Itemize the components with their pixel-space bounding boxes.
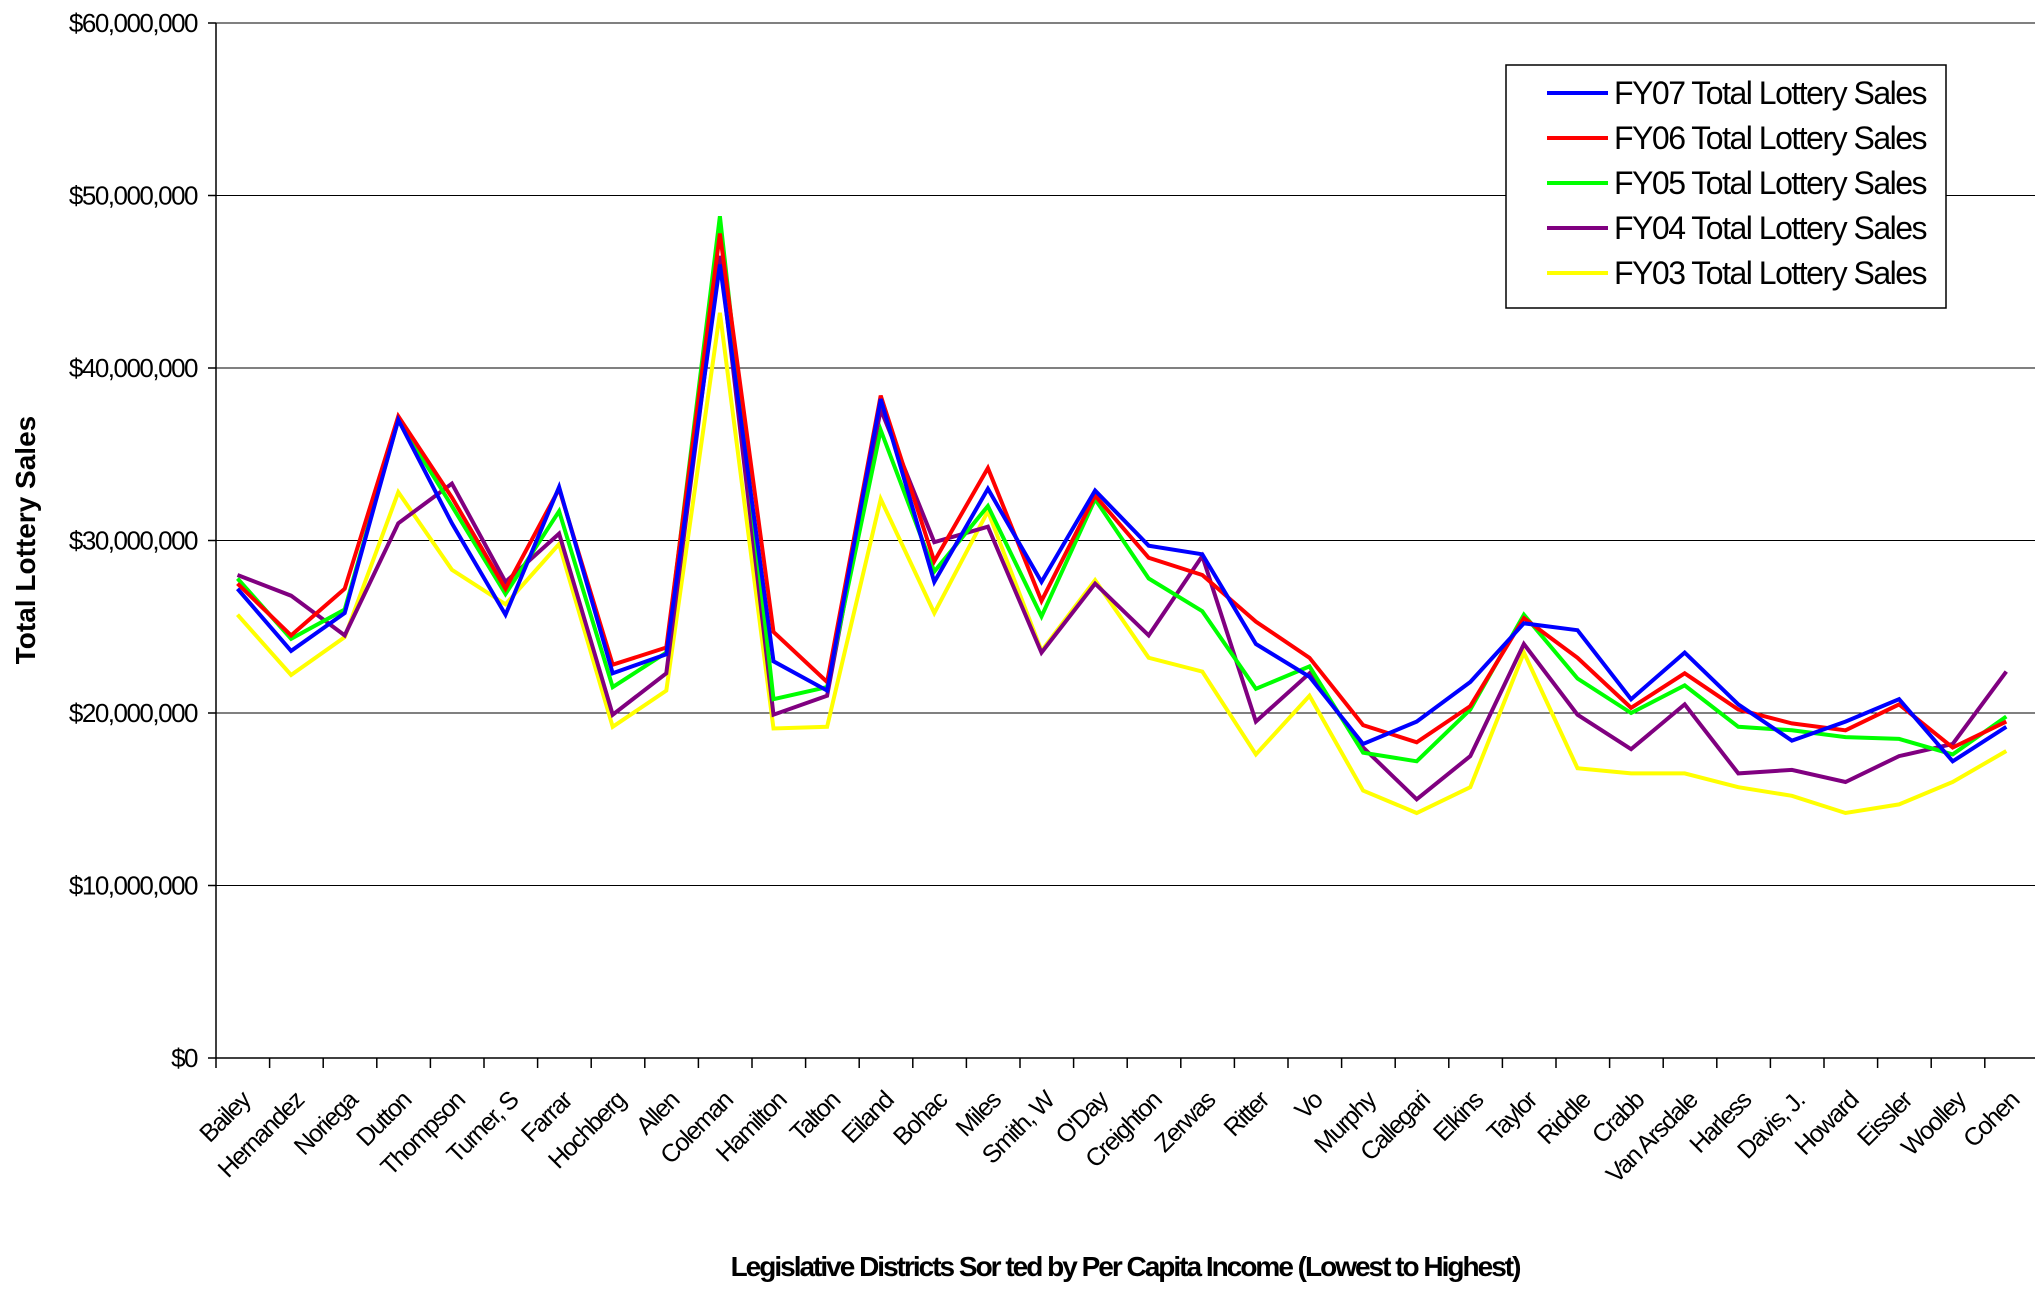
y-tick-label: $50,000,000 (69, 181, 198, 211)
x-tick-label: Elkins (1428, 1086, 1489, 1147)
x-tick-label: Zerwas (1149, 1086, 1221, 1158)
y-tick-label: $20,000,000 (69, 698, 198, 728)
x-tick-label: Bohac (888, 1086, 953, 1151)
y-axis-title: Total Lottery Sales (10, 416, 41, 664)
x-tick-label: Noriega (289, 1085, 364, 1160)
legend-label: FY06 Total Lottery Sales (1614, 120, 1927, 156)
series-line (236, 255, 2008, 802)
y-tick-label: $40,000,000 (69, 353, 198, 383)
y-tick-label: $60,000,000 (69, 8, 198, 38)
legend-label: FY05 Total Lottery Sales (1614, 165, 1927, 201)
series-line (235, 264, 2008, 764)
y-tick-label: $30,000,000 (69, 526, 198, 556)
x-tick-label: Vo (1289, 1086, 1328, 1125)
legend-label: FY03 Total Lottery Sales (1614, 255, 1927, 291)
legend-label: FY04 Total Lottery Sales (1614, 210, 1927, 246)
x-tick-label: Talton (785, 1086, 846, 1147)
series-line (236, 312, 2008, 816)
x-tick-labels: BaileyHernandezNoriegaDuttonThompsonTurn… (194, 1085, 2025, 1189)
y-tick-marks (208, 22, 216, 1059)
series-lines (235, 215, 2008, 816)
x-tick-label: Ritter (1218, 1086, 1275, 1143)
y-tick-label: $0 (171, 1043, 198, 1073)
x-tick-label: Eiland (836, 1086, 899, 1149)
x-axis-title: Legislative Districts Sor ted by Per Cap… (731, 1251, 1521, 1282)
legend-label: FY07 Total Lottery Sales (1614, 75, 1927, 111)
series-line (236, 233, 2008, 750)
x-tick-label: Taylor (1482, 1086, 1543, 1147)
y-tick-labels: $0 $10,000,000 $20,000,000 $30,000,000 $40,0… (69, 8, 200, 1073)
x-tick-label: Cohen (1958, 1086, 2025, 1153)
legend: FY07 Total Lottery Sales FY06 Total Lotte… (1505, 64, 1947, 309)
y-tick-label: $10,000,000 (69, 871, 198, 901)
gridlines (216, 22, 2035, 886)
legend-box (1505, 64, 1947, 309)
x-tick-label: Riddle (1532, 1086, 1596, 1150)
x-tick-marks (215, 1058, 1986, 1068)
